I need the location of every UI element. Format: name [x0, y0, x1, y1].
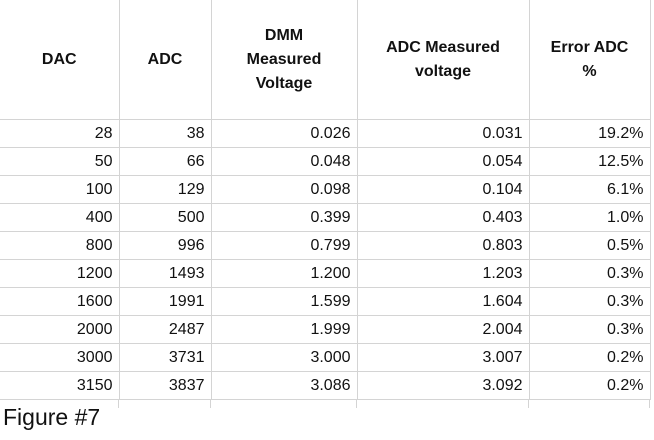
header-cell: Error ADC %	[529, 0, 651, 120]
table-cell: 1.604	[357, 287, 530, 316]
table-cell: 0.054	[357, 147, 530, 176]
table-cell: 800	[0, 231, 120, 260]
table-cell: 0.799	[211, 231, 358, 260]
header-row: DAC ADC DMM Measured Voltage ADC Measured v…	[0, 0, 651, 120]
table-cell: 3.086	[211, 371, 358, 400]
table-cell: 0.3%	[529, 287, 651, 316]
table-cell: 3731	[119, 343, 212, 372]
table-cell: 1200	[0, 259, 120, 288]
table-cell: 3.000	[211, 343, 358, 372]
table-cell: 996	[119, 231, 212, 260]
table-cell: 66	[119, 147, 212, 176]
table-cell: 3150	[0, 371, 120, 400]
header-text: Error ADC %	[550, 38, 629, 80]
table-cell: 0.3%	[529, 315, 651, 344]
header-cell: ADC Measured voltage	[357, 0, 530, 120]
table-row: 2000 2487 1.999 2.004 0.3%	[0, 315, 651, 344]
caption: Figure #7	[3, 404, 101, 430]
table-cell: 1.999	[211, 315, 358, 344]
table-cell: 0.399	[211, 203, 358, 232]
table-cell: 3.007	[357, 343, 530, 372]
table-cell: 3000	[0, 343, 120, 372]
table-cell: 0.5%	[529, 231, 651, 260]
header-text: ADC Measured voltage	[386, 38, 500, 80]
table-cell: 0.403	[357, 203, 530, 232]
table-row: 1200 1493 1.200 1.203 0.3%	[0, 259, 651, 288]
table-cell: 1.200	[211, 259, 358, 288]
table-cell: 129	[119, 175, 212, 204]
table-cell: 12.5%	[529, 147, 651, 176]
table-row: 28 38 0.026 0.031 19.2%	[0, 119, 651, 148]
table-row: 1600 1991 1.599 1.604 0.3%	[0, 287, 651, 316]
grid-extension	[0, 400, 650, 408]
table-cell: 0.2%	[529, 343, 651, 372]
table-cell: 100	[0, 175, 120, 204]
table-cell: 500	[119, 203, 212, 232]
header-cell: DMM Measured Voltage	[211, 0, 358, 120]
table-cell: 2000	[0, 315, 120, 344]
table-cell: 3837	[119, 371, 212, 400]
table-cell: 1.599	[211, 287, 358, 316]
header-text: DMM Measured Voltage	[246, 26, 322, 92]
table-cell: 28	[0, 119, 120, 148]
table-cell: 2.004	[357, 315, 530, 344]
table-cell: 19.2%	[529, 119, 651, 148]
table-cell: 1.203	[357, 259, 530, 288]
table-cell: 1600	[0, 287, 120, 316]
table-cell: 0.031	[357, 119, 530, 148]
table-cell: 6.1%	[529, 175, 651, 204]
table-cell: 0.803	[357, 231, 530, 260]
header-cell: DAC	[0, 0, 120, 120]
table-cell: 0.3%	[529, 259, 651, 288]
table-cell: 2487	[119, 315, 212, 344]
data-table: DAC ADC DMM Measured Voltage ADC Measured v…	[0, 0, 651, 400]
table-cell: 0.048	[211, 147, 358, 176]
header-text: ADC	[147, 50, 183, 68]
table-row: 100 129 0.098 0.104 6.1%	[0, 175, 651, 204]
table-row: 3000 3731 3.000 3.007 0.2%	[0, 343, 651, 372]
table-cell: 0.104	[357, 175, 530, 204]
table-cell: 0.2%	[529, 371, 651, 400]
table-cell: 0.026	[211, 119, 358, 148]
table-cell: 400	[0, 203, 120, 232]
table-cell: 1493	[119, 259, 212, 288]
table-row: 50 66 0.048 0.054 12.5%	[0, 147, 651, 176]
table-cell: 0.098	[211, 175, 358, 204]
table-cell: 1.0%	[529, 203, 651, 232]
table-row: 3150 3837 3.086 3.092 0.2%	[0, 371, 651, 400]
table-row: 400 500 0.399 0.403 1.0%	[0, 203, 651, 232]
header-cell: ADC	[119, 0, 212, 120]
table-row: 800 996 0.799 0.803 0.5%	[0, 231, 651, 260]
table-cell: 1991	[119, 287, 212, 316]
header-text: DAC	[41, 50, 77, 68]
table-cell: 50	[0, 147, 120, 176]
table-cell: 3.092	[357, 371, 530, 400]
table-cell: 38	[119, 119, 212, 148]
